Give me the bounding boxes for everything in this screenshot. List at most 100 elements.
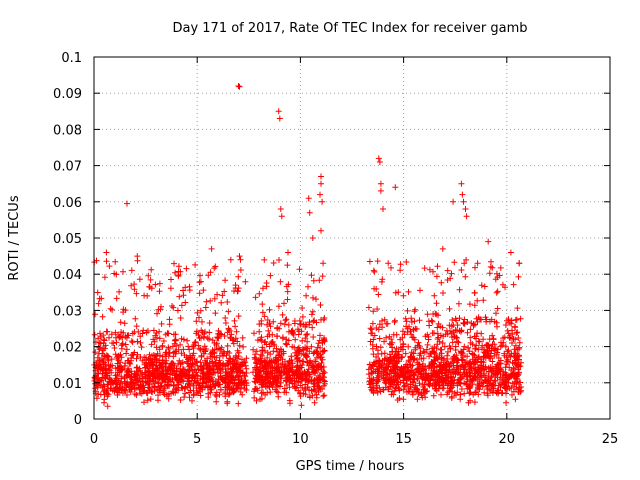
- data-point: [212, 310, 219, 317]
- data-point: [206, 336, 213, 343]
- data-point: [382, 371, 389, 378]
- data-point: [321, 338, 328, 345]
- data-point: [241, 372, 248, 379]
- data-point: [509, 391, 515, 398]
- data-point: [122, 341, 129, 348]
- data-point: [459, 191, 466, 198]
- data-point: [227, 376, 234, 383]
- data-point: [264, 374, 271, 381]
- data-point: [299, 305, 306, 311]
- data-point: [390, 372, 397, 379]
- data-point: [401, 383, 408, 390]
- data-point: [93, 395, 100, 402]
- data-point: [240, 343, 247, 350]
- data-point: [315, 375, 322, 381]
- data-point: [410, 326, 417, 333]
- x-tick-label: 5: [193, 432, 201, 447]
- data-point: [302, 352, 309, 359]
- data-point: [455, 379, 462, 386]
- data-point: [316, 277, 323, 284]
- data-point: [273, 379, 280, 386]
- data-point: [252, 364, 258, 371]
- data-point: [215, 366, 222, 373]
- data-point: [304, 338, 311, 345]
- data-point: [304, 384, 311, 390]
- data-point: [144, 397, 151, 404]
- data-point: [462, 362, 469, 368]
- data-point: [431, 364, 438, 371]
- data-point: [196, 345, 203, 352]
- data-point: [233, 328, 240, 335]
- data-point: [189, 397, 195, 404]
- data-point: [488, 258, 494, 265]
- data-point: [376, 335, 383, 342]
- data-point: [381, 366, 388, 373]
- data-point: [293, 366, 300, 373]
- data-point: [504, 327, 511, 334]
- data-point: [163, 351, 170, 358]
- data-point: [257, 351, 264, 358]
- data-point: [141, 371, 148, 378]
- data-point: [116, 364, 123, 371]
- data-point: [429, 318, 436, 325]
- data-point: [383, 371, 390, 378]
- y-tick-label: 0.04: [53, 268, 82, 283]
- data-point: [176, 293, 183, 300]
- data-point: [408, 331, 415, 338]
- data-point: [116, 288, 123, 295]
- data-point: [165, 378, 172, 385]
- data-point: [462, 206, 469, 212]
- data-point: [376, 358, 383, 365]
- grid-lines: [94, 57, 610, 419]
- data-point: [448, 382, 455, 389]
- data-point: [505, 347, 512, 354]
- data-point: [145, 272, 152, 279]
- data-point: [470, 351, 477, 358]
- data-point: [296, 372, 303, 379]
- data-point: [305, 195, 312, 202]
- data-point: [229, 370, 236, 377]
- data-point: [455, 369, 462, 376]
- data-point: [160, 338, 167, 344]
- data-point: [155, 397, 161, 404]
- data-point: [396, 395, 403, 402]
- data-point: [193, 389, 200, 396]
- data-point: [152, 384, 158, 391]
- data-point: [156, 288, 163, 295]
- data-point: [235, 83, 242, 89]
- data-point: [258, 337, 265, 344]
- data-point: [409, 391, 416, 398]
- data-point: [136, 276, 143, 283]
- data-point: [302, 335, 309, 342]
- data-point: [251, 354, 258, 361]
- data-point: [312, 370, 319, 377]
- data-point: [143, 329, 150, 336]
- data-point: [274, 366, 281, 373]
- data-point: [277, 354, 284, 361]
- data-point: [101, 274, 108, 281]
- data-point: [109, 306, 116, 313]
- data-point: [143, 354, 149, 361]
- data-point: [318, 173, 324, 180]
- data-point: [441, 364, 448, 371]
- data-point: [235, 349, 242, 356]
- data-point: [97, 330, 103, 337]
- data-point: [518, 359, 524, 366]
- data-point: [267, 323, 274, 330]
- data-point: [100, 332, 107, 339]
- data-point: [492, 370, 499, 377]
- data-point: [177, 397, 184, 403]
- data-point: [206, 320, 213, 326]
- data-point: [264, 354, 271, 361]
- data-point: [211, 265, 218, 272]
- data-point: [193, 330, 200, 337]
- y-tick-label: 0.07: [53, 160, 82, 175]
- data-point: [412, 369, 419, 376]
- x-tick-label: 0: [90, 432, 98, 447]
- data-point: [509, 340, 515, 346]
- data-point: [133, 290, 140, 297]
- data-point: [509, 380, 516, 387]
- y-tick-label: 0.06: [53, 196, 82, 211]
- data-point: [225, 391, 232, 398]
